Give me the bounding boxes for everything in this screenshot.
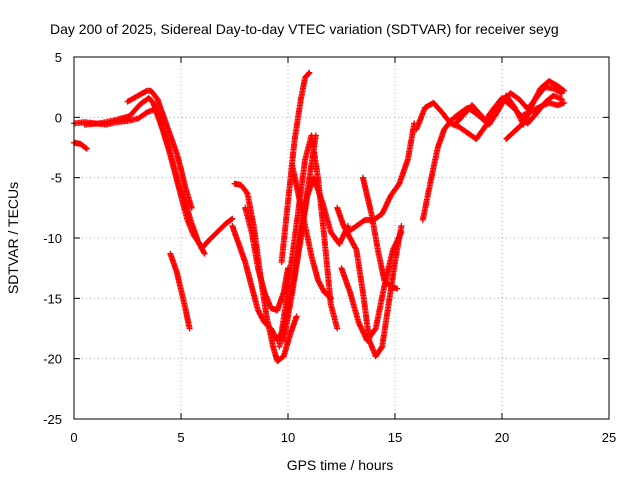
series-markers: [81, 95, 208, 257]
series-arc-2: [71, 105, 236, 251]
series-arc-5: [167, 250, 193, 332]
x-tick-label: 15: [388, 430, 402, 445]
x-tick-label: 5: [177, 430, 184, 445]
y-tick-label: -25: [43, 412, 62, 427]
y-tick-label: -10: [43, 231, 62, 246]
series-arc-14: [338, 228, 405, 344]
series-arc-21: [520, 99, 568, 118]
series-arc-16: [359, 174, 401, 292]
series-markers: [167, 250, 193, 332]
data-marks: [71, 69, 568, 365]
grid-lines: [74, 57, 609, 419]
y-tick-label: -15: [43, 291, 62, 306]
series-arc-13: [334, 204, 405, 360]
y-tick-label: -5: [50, 171, 62, 186]
series-arc-19: [451, 78, 568, 128]
series-markers: [503, 117, 529, 143]
y-tick-label: 5: [55, 50, 62, 65]
series-arc-8: [242, 204, 291, 314]
x-tick-label: 25: [602, 430, 616, 445]
x-tick-label: 20: [495, 430, 509, 445]
axis-ticks: 0 5 10 15 20 25 -25 -20 -15 -10 -5 0 5: [43, 50, 616, 445]
series-arc-3: [81, 95, 208, 257]
y-tick-label: 0: [55, 110, 62, 125]
y-axis-label: SDTVAR / TECUs: [5, 182, 21, 294]
series-arc-12: [278, 69, 313, 266]
chart-title: Day 200 of 2025, Sidereal Day-to-day VTE…: [50, 21, 559, 37]
x-tick-label: 10: [281, 430, 295, 445]
series-arc-11: [280, 174, 351, 344]
series-markers: [71, 105, 236, 251]
y-tick-label: -20: [43, 352, 62, 367]
series-arc-4: [124, 87, 195, 211]
series-arc-20: [503, 117, 529, 143]
x-tick-label: 0: [70, 430, 77, 445]
x-axis-label: GPS time / hours: [287, 457, 394, 473]
